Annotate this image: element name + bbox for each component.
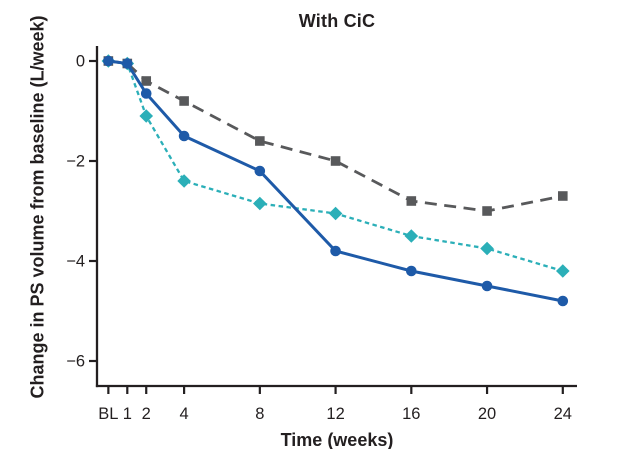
data-point-diamond [480, 241, 494, 256]
x-tick-label: 2 [142, 405, 151, 423]
data-point-diamond [177, 174, 191, 188]
data-point-circle [330, 245, 341, 257]
chart-title: With CiC [298, 11, 376, 31]
data-point-circle [140, 88, 152, 99]
data-point-square [255, 136, 265, 146]
data-point-diamond [139, 109, 154, 123]
series-line-squares-long-dash [108, 59, 564, 213]
x-tick-label: 12 [326, 405, 344, 423]
data-point-circle [254, 165, 266, 177]
y-tick-label: −6 [66, 353, 85, 371]
data-point-diamond [404, 229, 419, 243]
data-point-square [557, 191, 568, 201]
data-point-circle [121, 58, 133, 69]
x-tick-label: 16 [402, 405, 420, 423]
series-line-diamonds-short-dash [108, 59, 564, 273]
x-tick-label: 8 [255, 405, 264, 423]
data-point-diamond [555, 264, 570, 278]
y-tick-label: −2 [66, 153, 85, 171]
data-point-circle [406, 265, 417, 277]
x-tick-label: BL [98, 405, 118, 423]
y-tick-label: −4 [66, 253, 85, 271]
data-point-square [179, 96, 189, 106]
x-axis-label: Time (weeks) [280, 430, 394, 449]
x-tick-label: 1 [123, 405, 132, 423]
x-tick-label: 20 [478, 405, 496, 423]
data-point-diamond [328, 206, 343, 221]
data-point-circle [103, 55, 114, 67]
data-point-square [406, 196, 417, 206]
data-point-square [330, 156, 341, 166]
data-point-square [141, 76, 152, 86]
data-point-square [482, 206, 492, 216]
x-tick-label: 24 [554, 405, 572, 423]
data-point-circle [557, 295, 569, 307]
y-tick-label: 0 [76, 53, 85, 71]
data-point-circle [178, 130, 190, 142]
data-point-circle [481, 280, 493, 292]
x-tick-label: 4 [180, 405, 189, 423]
data-point-diamond [253, 196, 267, 211]
